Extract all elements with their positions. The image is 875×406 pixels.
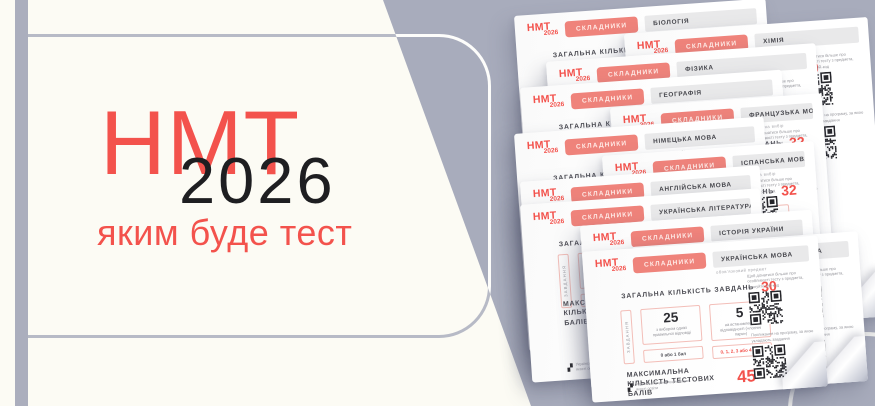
hero-title: НМТ [100,93,301,194]
task-count-box: 25 з вибором однієї правильної відповіді [640,304,703,345]
org-logo-icon: ▞ [567,364,574,372]
skladnyky-badge: СКЛАДНИКИ [632,252,707,274]
task-type-column: 25 з вибором однієї правильної відповіді… [640,304,704,363]
qr-block: Щоб дізнатися більше про особливості тес… [747,269,814,326]
nmt-logo: НМТ 2026 [594,256,626,274]
hero-year: 2026 [179,144,336,217]
nmt-logo: НМТ 2026 [526,138,558,156]
nmt-logo: НМТ 2026 [532,209,564,227]
total-tasks-label: ЗАГАЛЬНА КІЛЬКІСТЬ ЗАВДАНЬ [620,283,755,300]
qr-caption: Покликання на програму, за якою укладают… [751,328,814,343]
qr-caption: Щоб дізнатися більше про особливості тес… [746,270,804,290]
qr-code-icon [748,290,784,326]
left-accent-bar [15,0,28,406]
subject-card: НМТ 2026 СКЛАДНИКИ УКРАЇНСЬКА МОВА обов’… [582,235,828,403]
hero-subtitle: яким буде тест [97,212,353,253]
task-score-box: 0 або 1 бал [642,345,704,363]
nmt-logo: НМТ 2026 [532,92,564,110]
task-count-desc: з вибором однієї правильної відповіді [652,324,692,337]
tasks-vertical-label: ЗАВДАННЯ [620,309,635,365]
page-curl [779,341,828,391]
nmt-logo: НМТ 2026 [558,66,590,84]
nmt-logo: НМТ 2026 [592,230,624,248]
skladnyky-badge: СКЛАДНИКИ [564,134,639,156]
nmt-logo: НМТ 2026 [526,20,558,38]
org-logo-icon: ▞ [627,384,634,392]
